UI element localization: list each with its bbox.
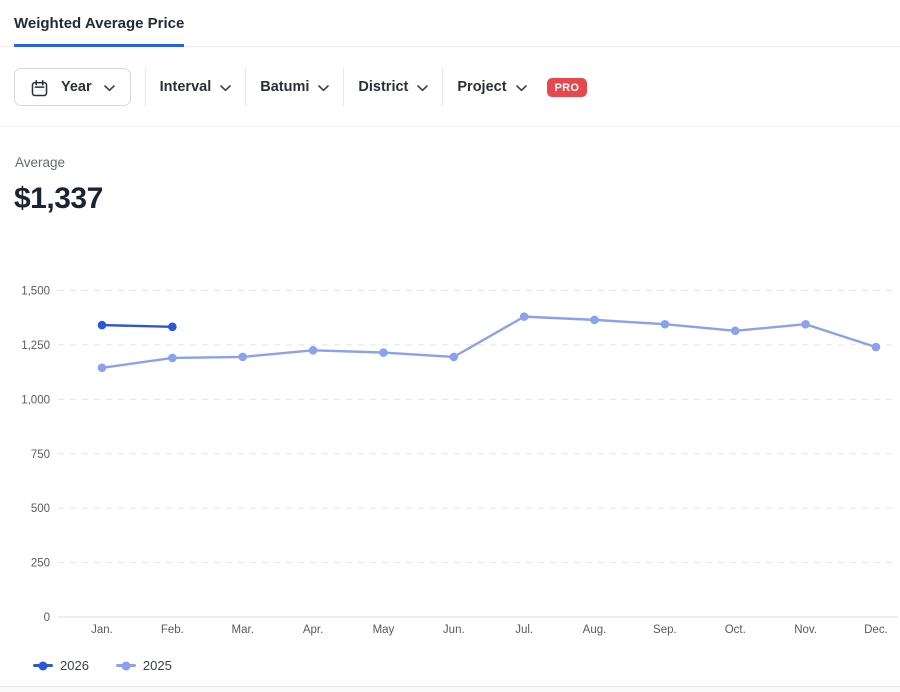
year-dropdown-label: Year — [61, 79, 92, 95]
district-dropdown-label: District — [358, 79, 409, 95]
svg-text:Oct.: Oct. — [725, 624, 746, 636]
svg-text:500: 500 — [31, 503, 50, 515]
average-value: $1,337 — [14, 182, 103, 215]
legend-item-2025[interactable]: 2025 — [115, 658, 172, 673]
bottom-divider — [0, 686, 900, 687]
interval-dropdown[interactable]: Interval — [160, 79, 232, 95]
bottom-strip — [0, 687, 900, 692]
year-dropdown-button[interactable]: Year — [14, 68, 131, 106]
svg-text:250: 250 — [31, 558, 50, 570]
district-dropdown[interactable]: District — [358, 79, 429, 95]
legend-label-2026: 2026 — [60, 658, 89, 673]
svg-text:Nov.: Nov. — [794, 624, 817, 636]
filter-bar: Year Interval Batumi — [0, 48, 900, 127]
svg-text:0: 0 — [44, 612, 50, 624]
filter-divider — [442, 68, 444, 106]
chevron-down-icon — [103, 84, 115, 92]
legend-item-2026[interactable]: 2026 — [33, 658, 89, 673]
svg-text:750: 750 — [31, 449, 50, 461]
svg-text:Jun.: Jun. — [443, 624, 465, 636]
filter-divider — [245, 68, 247, 106]
interval-dropdown-label: Interval — [159, 79, 212, 95]
legend-marker-2025 — [115, 661, 136, 670]
tab-weighted-average-price[interactable]: Weighted Average Price — [14, 15, 185, 47]
pro-badge: PRO — [546, 77, 588, 97]
average-label: Average — [15, 155, 66, 170]
city-dropdown[interactable]: Batumi — [260, 79, 330, 95]
chart-legend: 2026 2025 — [33, 658, 172, 673]
svg-text:1,250: 1,250 — [21, 340, 50, 352]
svg-text:1,500: 1,500 — [21, 286, 50, 298]
project-dropdown[interactable]: Project PRO — [457, 77, 588, 97]
svg-text:Jan.: Jan. — [91, 624, 113, 636]
svg-text:Dec.: Dec. — [864, 624, 888, 636]
svg-text:Apr.: Apr. — [303, 624, 323, 636]
legend-label-2025: 2025 — [142, 658, 172, 673]
calendar-icon — [30, 79, 49, 98]
svg-text:May: May — [373, 624, 395, 636]
svg-text:Mar.: Mar. — [232, 624, 254, 636]
price-line-chart[interactable]: 0 250 500 750 1,000 1,250 1,500 Jan. Feb. Mar. Apr… — [0, 270, 900, 650]
chevron-down-icon — [220, 84, 232, 92]
chevron-down-icon — [417, 84, 429, 92]
filter-divider — [343, 68, 345, 106]
filter-divider — [144, 68, 146, 106]
svg-text:Aug.: Aug. — [583, 624, 607, 636]
city-dropdown-label: Batumi — [260, 79, 310, 95]
project-dropdown-label: Project — [457, 79, 507, 95]
svg-text:Feb.: Feb. — [161, 624, 184, 636]
svg-text:1,000: 1,000 — [21, 394, 50, 406]
chevron-down-icon — [318, 84, 330, 92]
legend-marker-2026 — [33, 661, 53, 670]
chevron-down-icon — [515, 84, 527, 92]
header: Weighted Average Price — [0, 0, 900, 47]
svg-text:Sep.: Sep. — [653, 624, 677, 636]
svg-text:Jul.: Jul. — [515, 624, 533, 636]
